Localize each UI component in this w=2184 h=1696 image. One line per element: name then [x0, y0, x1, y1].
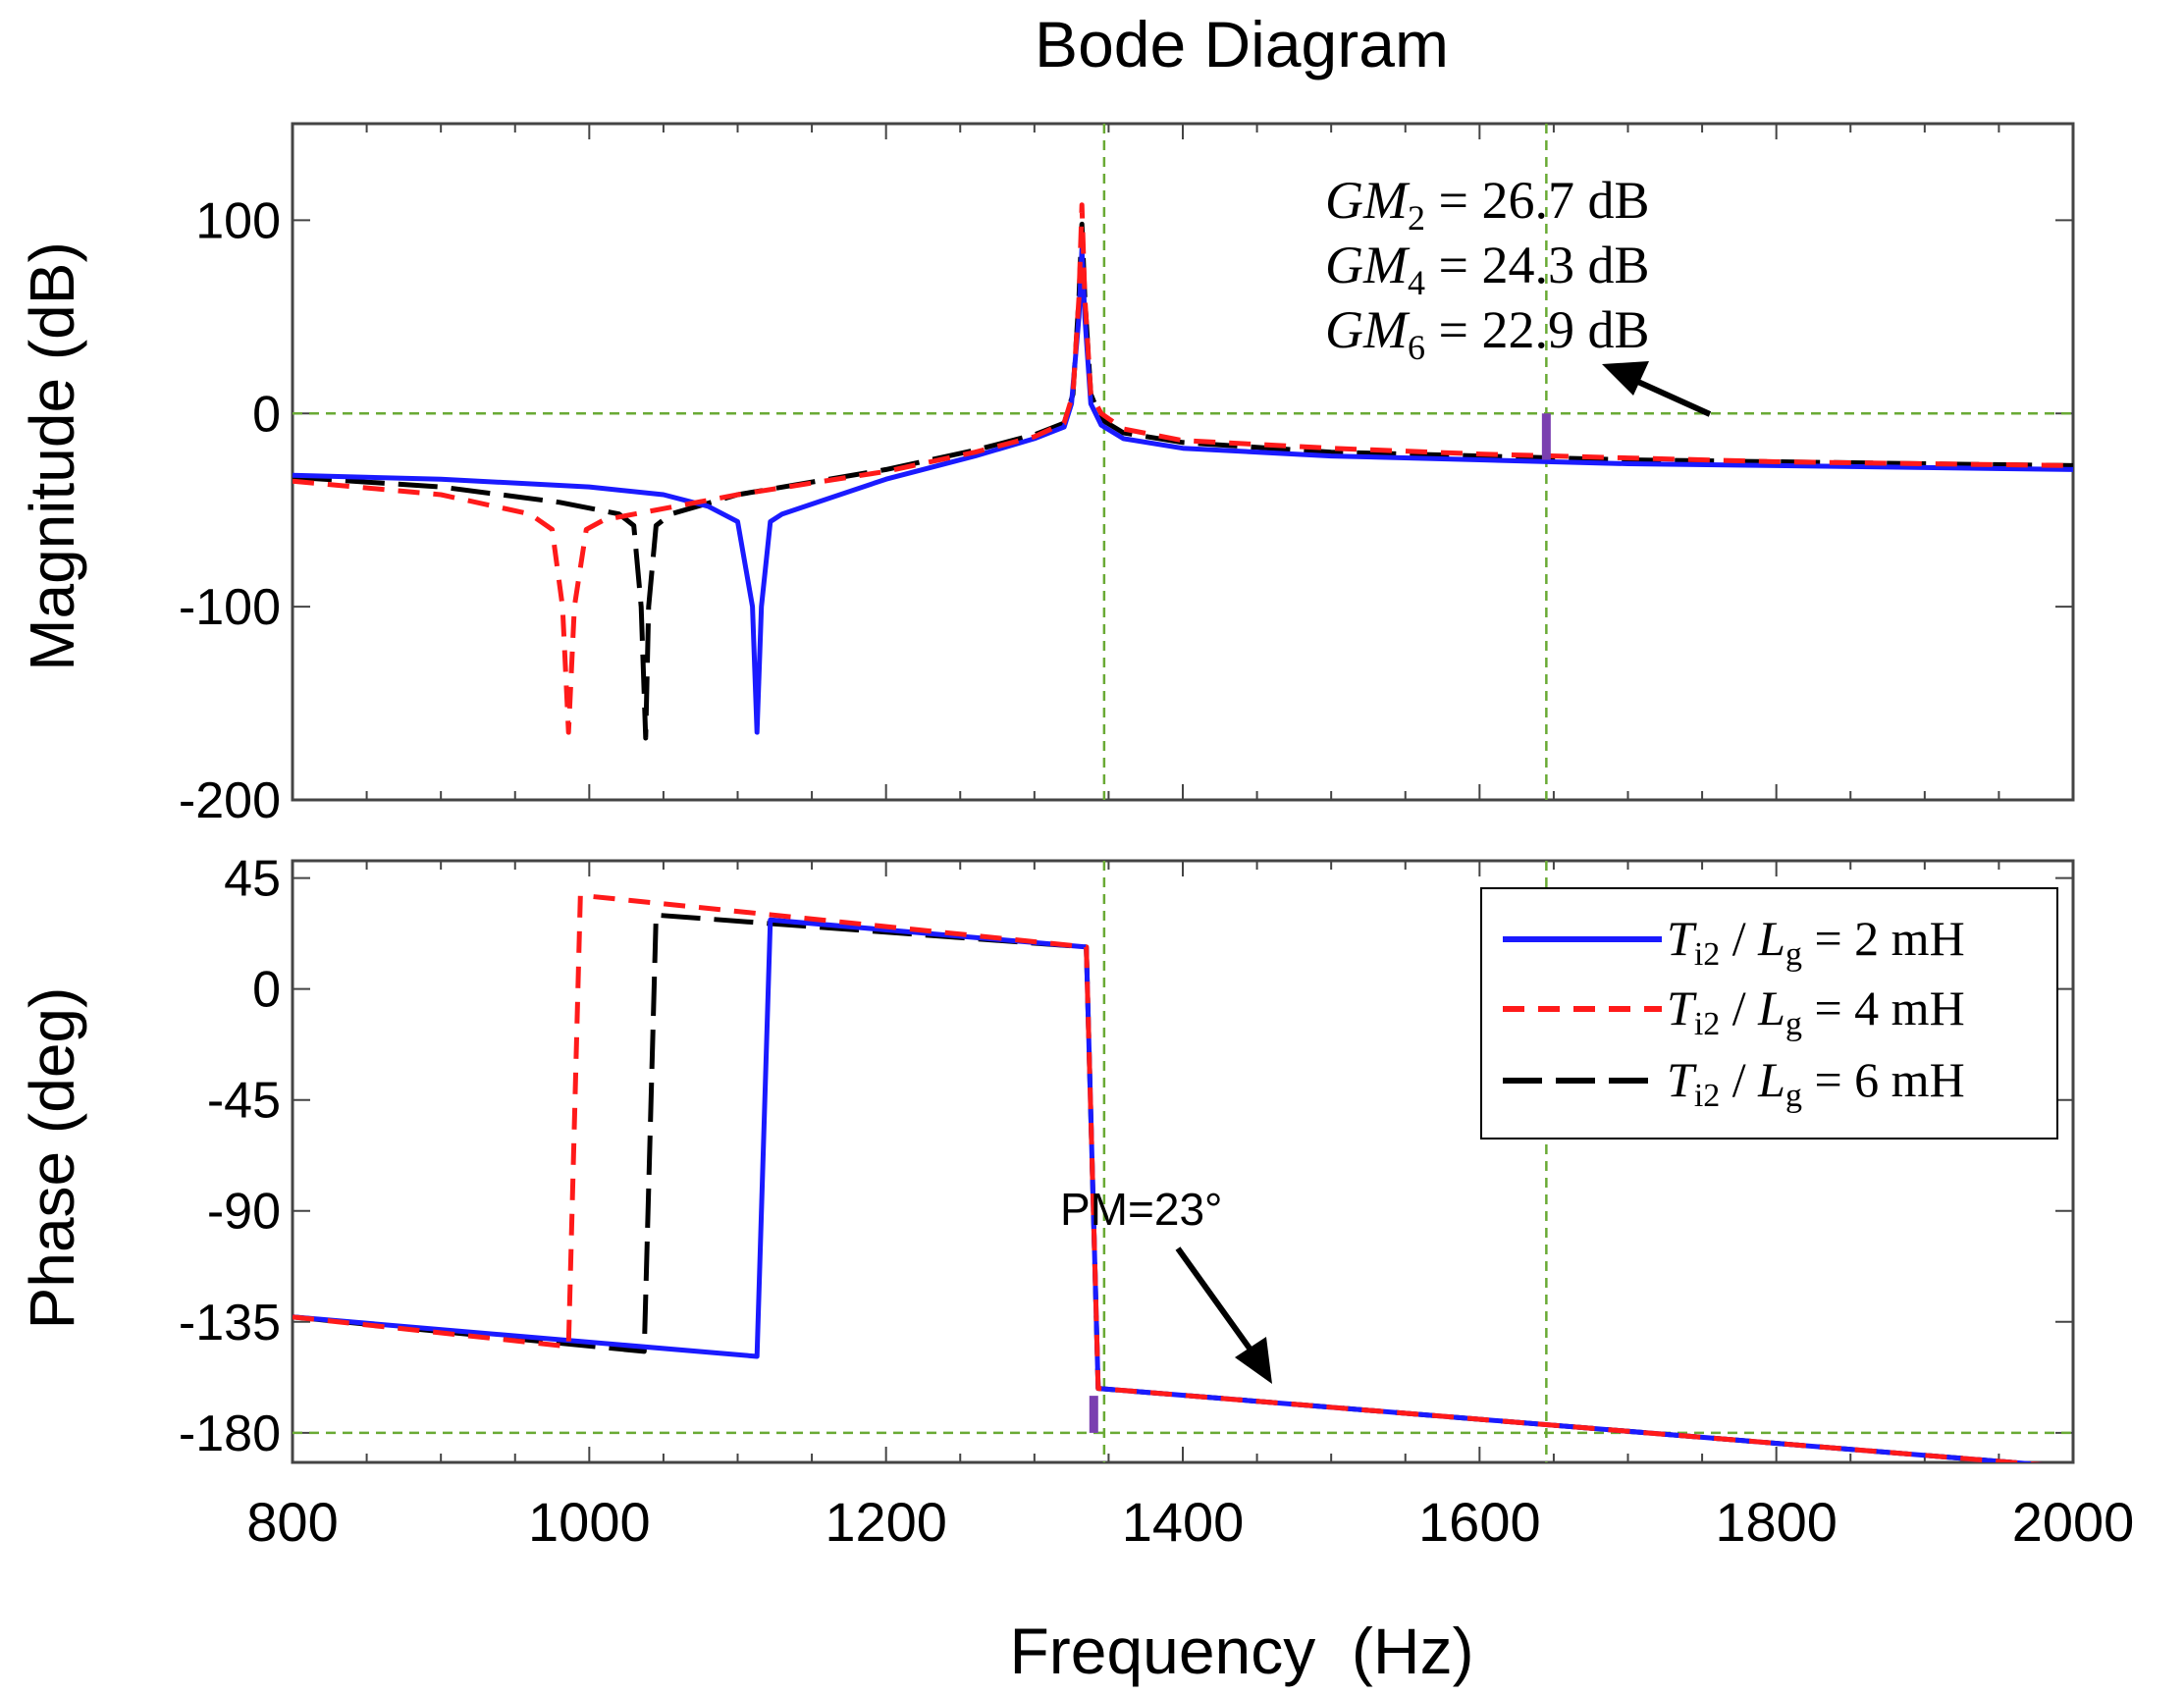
- magnitude-series-ti2-lg-4-mh: [293, 202, 2073, 735]
- phase-y-tick-label: -135: [179, 1295, 281, 1352]
- legend: Ti2 / Lg = 2 mH Ti2 / Lg = 4 mH Ti2 / Lg…: [1480, 887, 2058, 1140]
- gm-4-label: GM4 = 24.3 dB: [1325, 236, 1649, 302]
- phase-margin-arrow: [1175, 1246, 1272, 1384]
- x-tick-label: 1600: [1418, 1491, 1541, 1553]
- phase-y-tick-label: -180: [179, 1405, 281, 1462]
- magnitude-y-tick-label: 0: [252, 386, 281, 443]
- x-tick-label: 800: [246, 1491, 338, 1553]
- magnitude-y-tick-label: 100: [195, 192, 281, 249]
- gain-margin-annotation: GM2 = 26.7 dB GM4 = 24.3 dB GM6 = 22.9 d…: [1325, 171, 1649, 367]
- magnitude-y-tick-label: -200: [179, 772, 281, 829]
- chart-title: Bode Diagram: [1035, 8, 1449, 80]
- x-tick-label: 1800: [1715, 1491, 1838, 1553]
- gm-6-label: GM6 = 22.9 dB: [1325, 300, 1649, 367]
- x-axis-label: Frequency (Hz): [1009, 1615, 1473, 1687]
- legend-label-2mh: Ti2 / Lg = 2 mH: [1667, 911, 1965, 973]
- gain-margin-arrow: [1602, 361, 1712, 417]
- phase-series-ti2-lg-4-mh: [293, 892, 2044, 1462]
- x-tick-label: 1400: [1122, 1491, 1245, 1553]
- legend-label-4mh: Ti2 / Lg = 4 mH: [1667, 980, 1965, 1042]
- magnitude-series-ti2-lg-2-mh: [293, 246, 2073, 735]
- magnitude-y-tick-label: -100: [179, 579, 281, 636]
- phase-ylabel: Phase (deg): [17, 987, 87, 1330]
- x-tick-label: 1200: [825, 1491, 947, 1553]
- phase-y-tick-label: 0: [252, 962, 281, 1019]
- phase-y-tick-label: -45: [207, 1073, 281, 1130]
- x-tick-label: 2000: [2012, 1491, 2135, 1553]
- phase-margin-label: PM=23°: [1060, 1184, 1222, 1235]
- magnitude-axes: 100 0 -100 -200: [179, 122, 2075, 829]
- phase-y-tick-label: 45: [224, 851, 281, 908]
- magnitude-ylabel: Magnitude (dB): [17, 241, 87, 671]
- legend-label-6mh: Ti2 / Lg = 6 mH: [1667, 1052, 1965, 1114]
- gm-2-label: GM2 = 26.7 dB: [1325, 171, 1649, 238]
- phase-y-tick-label: -90: [207, 1184, 281, 1241]
- x-tick-label: 1000: [528, 1491, 651, 1553]
